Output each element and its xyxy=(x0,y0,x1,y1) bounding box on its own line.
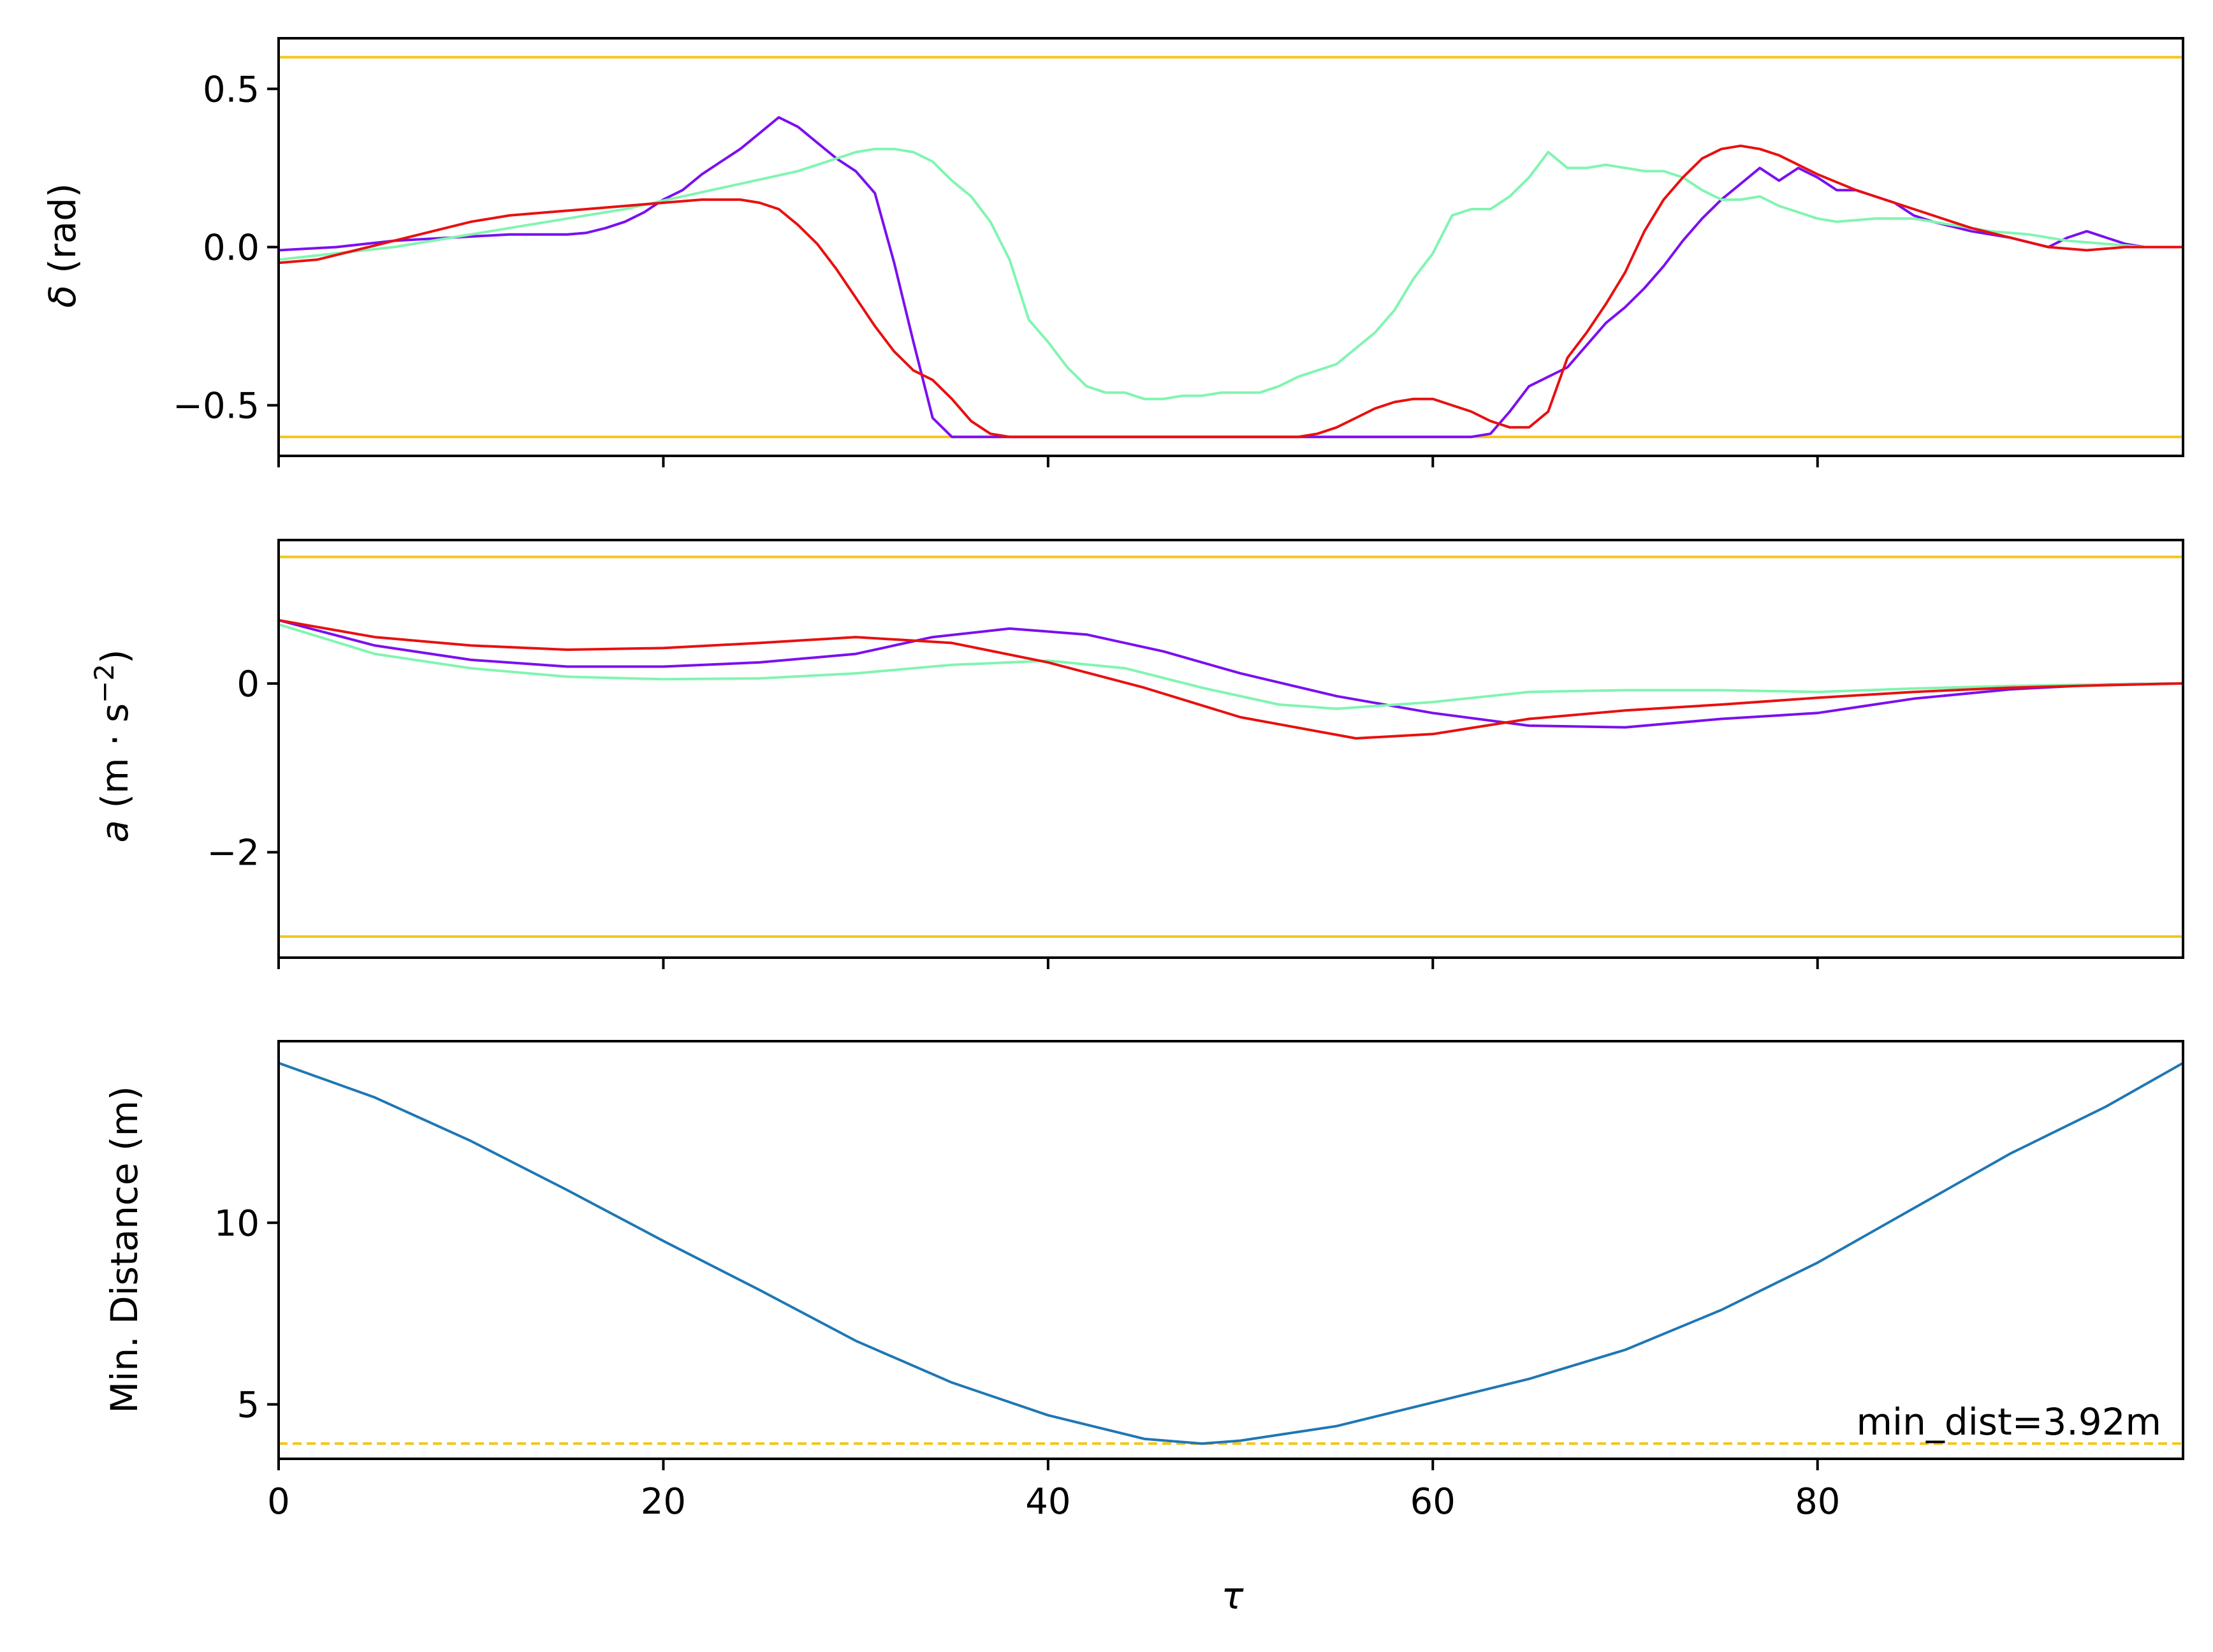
acceleration-series-1-line xyxy=(279,623,2183,710)
steering-series-0-line xyxy=(279,116,2183,439)
steering-series-2-line xyxy=(279,144,2183,439)
acceleration-series-2-line xyxy=(279,618,2183,740)
acceleration-y-axis-symbol: a xyxy=(93,820,136,843)
acceleration-x-ticks xyxy=(277,958,1819,969)
steering-clipped-marks xyxy=(279,55,2183,439)
distance-series-0-line xyxy=(279,1062,2183,1445)
acceleration-y-ticks: 0 −2 xyxy=(207,664,279,874)
acceleration-axes-frame xyxy=(277,539,2184,959)
steering-y-tick-label: 0.0 xyxy=(203,228,259,269)
distance-x-tick-label: 0 xyxy=(267,1481,290,1523)
steering-x-ticks xyxy=(277,456,1819,467)
distance-x-tick-label: 60 xyxy=(1410,1481,1456,1523)
acceleration-clipped-marks xyxy=(279,555,2183,938)
panel-acceleration: 0−2 a (m · s−2) xyxy=(89,539,2184,969)
distance-y-tick-label: 10 xyxy=(214,1203,259,1245)
distance-plot-area xyxy=(277,1040,2184,1460)
distance-x-tick-label: 80 xyxy=(1795,1481,1840,1523)
distance-y-tick-label: 5 xyxy=(237,1385,259,1426)
distance-x-tick-label: 20 xyxy=(641,1481,686,1523)
acceleration-series-0-line xyxy=(279,618,2183,729)
steering-y-ticks: 0.5 0.0 −0.5 xyxy=(173,69,279,427)
acceleration-y-axis-exponent: −2 xyxy=(89,664,120,703)
distance-x-tick-label: 40 xyxy=(1025,1481,1070,1523)
distance-x-ticks: 0 20 40 60 80 xyxy=(267,1459,1840,1523)
distance-axes-frame xyxy=(277,1040,2184,1460)
steering-y-axis-label: δ (rad) xyxy=(41,183,84,307)
min-dist-annotation: min_dist=3.92m xyxy=(1857,1400,2162,1444)
panel-min-distance: 10 5 0 20 40 60 80 Min. Distance (m) τ min_di… xyxy=(103,1040,2184,1618)
acceleration-y-axis-unit: (m · s xyxy=(93,703,136,820)
steering-y-tick-label: −0.5 xyxy=(173,386,259,427)
steering-plot-area xyxy=(277,37,2184,457)
acceleration-y-tick-label: 0 xyxy=(237,664,259,705)
acceleration-plot-area xyxy=(277,539,2184,959)
panel-steering: 0.5 0.0 −0.5 δ (rad) xyxy=(41,37,2184,467)
steering-y-tick-label: 0.5 xyxy=(203,69,259,110)
steering-y-axis-unit: (rad) xyxy=(41,183,84,285)
steering-y-axis-symbol: δ xyxy=(41,285,84,308)
distance-y-axis-label: Min. Distance (m) xyxy=(103,1086,146,1414)
acceleration-y-tick-label: −2 xyxy=(207,833,259,874)
steering-series-1-line xyxy=(279,147,2183,400)
acceleration-y-axis-close: ) xyxy=(93,649,136,664)
distance-x-axis-label: τ xyxy=(1222,1574,1245,1618)
acceleration-y-axis-label: a (m · s−2) xyxy=(89,649,136,842)
distance-y-ticks: 10 5 xyxy=(214,1203,279,1426)
distance-clipped-marks xyxy=(279,1062,2183,1445)
